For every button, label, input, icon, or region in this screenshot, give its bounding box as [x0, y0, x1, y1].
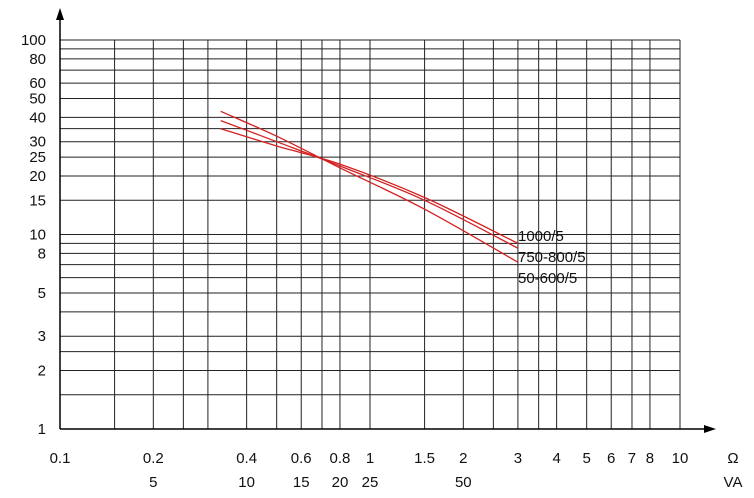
series-line: [220, 128, 519, 244]
x2-tick-label: 25: [362, 474, 379, 491]
x-tick-label: 5: [583, 450, 591, 467]
x-tick-label: 10: [672, 450, 689, 467]
y-tick-label: 2: [38, 362, 46, 379]
x-tick-label: 8: [646, 450, 654, 467]
axes-layer: [56, 8, 716, 433]
x-tick-label: 2: [459, 450, 467, 467]
x-unit-label: Ω: [727, 450, 738, 467]
x-tick-label: 0.8: [330, 450, 351, 467]
x2-tick-label: 5: [149, 474, 157, 491]
series-line: [220, 119, 519, 249]
x-tick-label: 4: [552, 450, 560, 467]
x-tick-label: 1: [366, 450, 374, 467]
y-tick-label: 50: [29, 91, 46, 108]
y-tick-label: 30: [29, 134, 46, 151]
y-tick-label: 25: [29, 149, 46, 166]
x-tick-label: 6: [607, 450, 615, 467]
y-axis-arrow: [56, 8, 64, 20]
series-line: [220, 110, 519, 263]
x2-tick-label: 20: [332, 474, 349, 491]
y-tick-label: 1: [38, 421, 46, 438]
y-tick-label: 20: [29, 168, 46, 185]
series-label: 1000/5: [518, 228, 564, 245]
y-tick-label: 60: [29, 75, 46, 92]
x2-tick-label: 50: [455, 474, 472, 491]
y-tick-label: 3: [38, 328, 46, 345]
x-axis-arrow: [704, 425, 716, 433]
series-layer: [220, 110, 519, 263]
series-label: 50-600/5: [518, 270, 577, 287]
x2-unit-label: VA: [724, 474, 743, 491]
x-tick-label: 0.6: [291, 450, 312, 467]
x2-tick-label: 15: [293, 474, 310, 491]
x2-tick-label: 10: [238, 474, 255, 491]
x-tick-label: 3: [514, 450, 522, 467]
x-tick-label: 0.4: [236, 450, 257, 467]
y-tick-label: 8: [38, 245, 46, 262]
series-label: 750-800/5: [518, 249, 586, 266]
y-tick-label: 10: [29, 227, 46, 244]
y-tick-label: 5: [38, 285, 46, 302]
grid-layer: [60, 39, 681, 430]
y-tick-label: 15: [29, 192, 46, 209]
x-tick-label: 0.2: [143, 450, 164, 467]
y-tick-label: 100: [21, 32, 46, 49]
x-tick-label: 1.5: [414, 450, 435, 467]
y-tick-label: 40: [29, 109, 46, 126]
y-tick-label: 80: [29, 51, 46, 68]
x-tick-label: 7: [628, 450, 636, 467]
x-tick-label: 0.1: [50, 450, 71, 467]
